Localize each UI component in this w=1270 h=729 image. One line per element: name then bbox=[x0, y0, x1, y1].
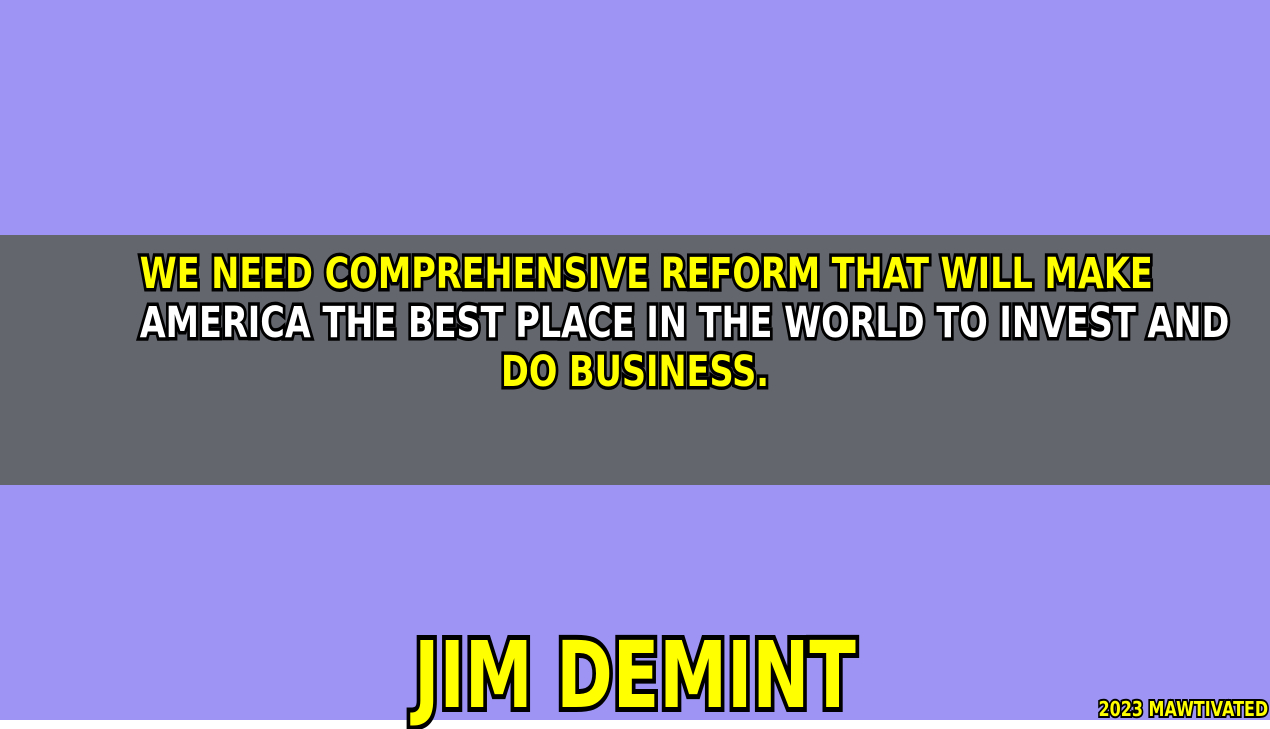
quote-line-2: America the best place in the world to i… bbox=[137, 295, 1232, 351]
quote-band bbox=[0, 235, 1270, 485]
credit-watermark: 2023 Mawtivated bbox=[1097, 695, 1270, 723]
quote-text: We need comprehensive reform that will m… bbox=[137, 246, 1232, 400]
quote-line-3: do business. bbox=[498, 344, 771, 400]
author-name: Jim DeMint bbox=[410, 621, 859, 729]
quote-line-1: We need comprehensive reform that will m… bbox=[137, 246, 1156, 302]
